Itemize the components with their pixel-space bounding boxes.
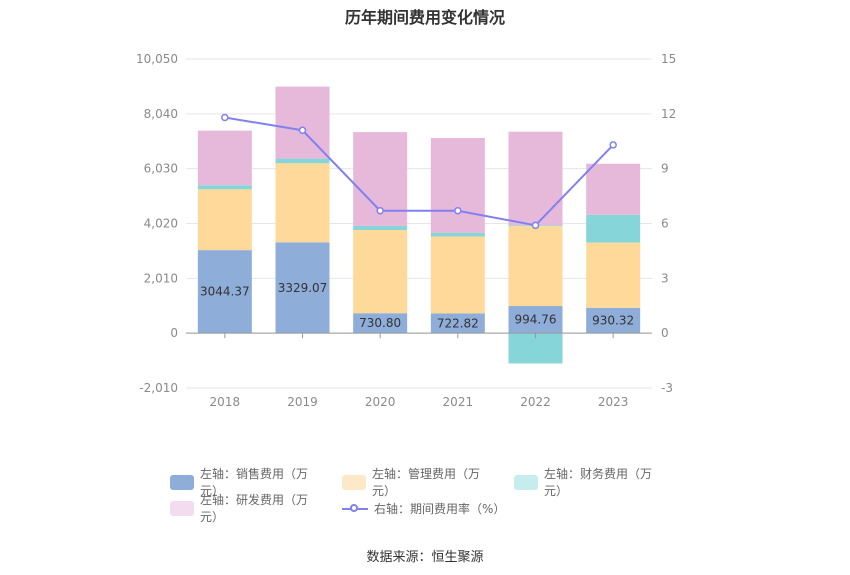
data-label: 3044.37	[200, 285, 250, 299]
left-tick-label: 2,010	[144, 271, 178, 285]
left-tick-label: 10,050	[136, 52, 178, 66]
rate-point[interactable]	[221, 113, 229, 122]
data-label: 730.80	[359, 316, 401, 330]
bar-segment	[353, 313, 408, 334]
left-axis: -2,010 0 2,010 4,020 6,030 8,040 10,050	[136, 52, 178, 395]
bar-segment	[508, 306, 563, 334]
left-tick-label: -2,010	[139, 381, 178, 395]
right-tick-label: 15	[661, 52, 676, 66]
legend-label-finance: 左轴：财务费用（万元）	[544, 467, 653, 498]
x-tick-label: 2023	[598, 395, 629, 409]
legend-item-admin[interactable]: 左轴：管理费用（万元）	[342, 465, 494, 499]
bar-segment	[353, 225, 408, 231]
bar-segment-negative	[508, 333, 563, 364]
gridlines	[186, 58, 652, 389]
bar-segment	[430, 313, 485, 334]
left-tick-label: 6,030	[144, 162, 178, 176]
legend-swatch-admin	[342, 474, 367, 490]
legend-swatch-rnd	[170, 500, 195, 516]
bar-segment	[508, 226, 563, 307]
data-label: 994.76	[515, 313, 557, 327]
legend-item-rnd[interactable]: 左轴：研发费用（万元）	[170, 491, 322, 525]
bar-segment	[430, 138, 485, 233]
legend-label-sales: 左轴：销售费用（万元）	[200, 467, 309, 498]
right-tick-label: 12	[661, 107, 676, 121]
legend-item-sales[interactable]: 左轴：销售费用（万元）	[170, 465, 322, 499]
legend-swatch-finance	[514, 474, 539, 490]
x-tick-label: 2019	[287, 395, 318, 409]
left-tick-label: 0	[170, 326, 178, 340]
bar-segment	[353, 230, 408, 314]
x-axis: 2018 2019 2020 2021 2022 2023	[186, 332, 652, 409]
legend: 左轴：销售费用（万元） 左轴：管理费用（万元） 左轴：财务费用（万元） 左轴：研…	[170, 467, 730, 525]
rate-line-path	[224, 116, 614, 227]
rate-point[interactable]	[376, 206, 384, 215]
right-tick-label: 6	[661, 217, 669, 231]
x-tick-label: 2022	[520, 395, 551, 409]
bar-segment	[197, 189, 252, 251]
legend-label-rnd: 左轴：研发费用（万元）	[200, 493, 309, 524]
right-tick-label: 0	[661, 326, 669, 340]
left-tick-label: 4,020	[144, 217, 178, 231]
bars	[197, 86, 641, 364]
rate-point[interactable]	[609, 141, 617, 149]
bar-segment	[430, 236, 485, 314]
legend-swatch-rate	[342, 501, 368, 516]
x-tick-label: 2021	[443, 395, 474, 409]
bar-segment	[197, 250, 252, 334]
bar-segment	[508, 131, 563, 226]
data-label: 930.32	[592, 313, 634, 327]
data-source: 数据来源：恒生聚源	[366, 550, 484, 565]
right-axis: -3 0 3 6 9 12 15	[661, 52, 676, 395]
bar-segment	[430, 232, 485, 237]
right-tick-label: 3	[661, 271, 669, 285]
rate-point[interactable]	[454, 206, 462, 215]
left-tick-label: 8,040	[144, 107, 178, 121]
rate-line	[221, 113, 617, 230]
bar-labels: 3044.37 3329.07 730.80 722.82 994.76 930.32	[200, 281, 634, 331]
rate-point[interactable]	[298, 126, 307, 135]
chart-title: 历年期间费用变化情况	[344, 8, 505, 27]
legend-label-rate: 右轴：期间费用率（%）	[374, 501, 506, 516]
bar-segment	[586, 163, 641, 215]
bar-segment	[586, 242, 641, 308]
right-tick-label: 9	[661, 162, 669, 176]
data-label: 3329.07	[278, 281, 328, 295]
bar-segment	[275, 163, 330, 243]
x-tick-label: 2018	[210, 395, 241, 409]
legend-item-rate[interactable]: 右轴：期间费用率（%）	[342, 500, 505, 517]
bar-segment	[197, 130, 252, 186]
bar-segment	[275, 158, 330, 164]
legend-item-finance[interactable]: 左轴：财务费用（万元）	[514, 465, 666, 499]
bar-segment	[197, 185, 252, 190]
data-label: 722.82	[437, 316, 479, 330]
bar-segment	[275, 242, 330, 334]
legend-label-admin: 左轴：管理费用（万元）	[372, 467, 481, 498]
legend-swatch-sales	[170, 474, 195, 490]
rate-point[interactable]	[531, 221, 540, 230]
right-tick-label: -3	[661, 381, 673, 395]
bar-segment	[586, 214, 641, 243]
bar-segment	[275, 86, 330, 159]
x-tick-label: 2020	[365, 395, 396, 409]
bar-segment	[586, 307, 641, 334]
